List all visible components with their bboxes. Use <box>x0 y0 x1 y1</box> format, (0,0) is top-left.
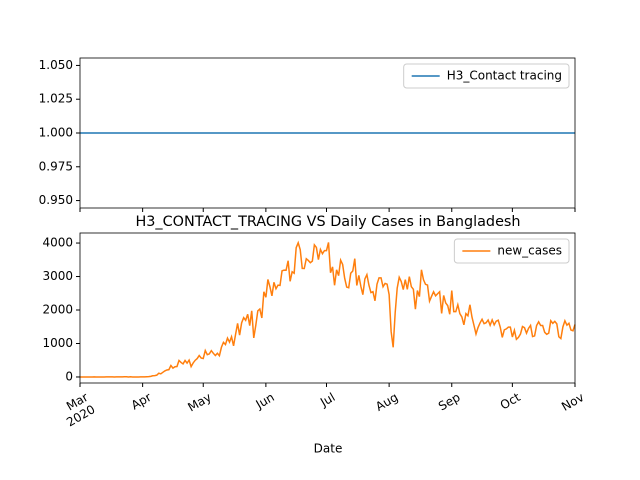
y-tick-label: 0.975 <box>39 159 73 173</box>
x-axis-label: Date <box>314 442 343 456</box>
y-tick-label: 0.950 <box>39 193 73 207</box>
legend-box <box>453 238 570 264</box>
legend-label: new_cases <box>497 244 562 258</box>
y-tick-label: 4000 <box>42 236 73 250</box>
y-tick-label: 1.025 <box>39 92 73 106</box>
y-tick-label: 1000 <box>42 336 73 350</box>
y-tick-label: 2000 <box>42 303 73 317</box>
y-tick-label: 1.050 <box>39 58 73 72</box>
legend-box <box>403 63 570 89</box>
legend-label: H3_Contact tracing <box>447 69 562 83</box>
y-tick-label: 3000 <box>42 269 73 283</box>
data-line <box>80 240 576 378</box>
chart-title: H3_CONTACT_TRACING VS Daily Cases in Ban… <box>135 214 520 230</box>
y-tick-label: 0 <box>65 369 73 383</box>
y-tick-label: 1.000 <box>39 126 73 140</box>
axes-frame <box>79 232 576 384</box>
axes-frame <box>79 57 576 209</box>
